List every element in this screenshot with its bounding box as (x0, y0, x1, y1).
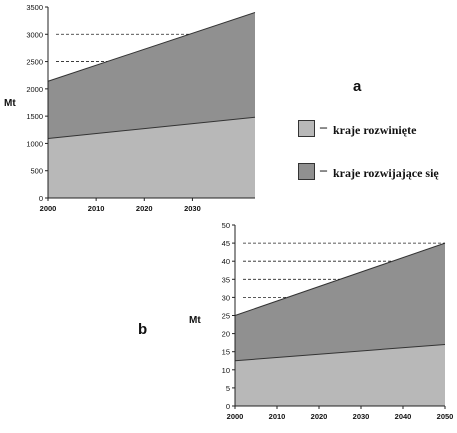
x-tick-label-a: 2010 (88, 204, 105, 213)
area-developed-a (48, 117, 255, 198)
y-tick-label-b: 5 (226, 384, 230, 393)
panel-label-b: b (138, 321, 148, 338)
line-developed-a (47, 116, 256, 140)
legend-label-developed: kraje rozwinięte (333, 123, 417, 137)
legend-dash-developed: – (320, 120, 327, 135)
y-tick-label-a: 3500 (26, 3, 43, 12)
x-tick-label-b: 2040 (395, 412, 412, 421)
y-axis-label-a: Mt (4, 98, 16, 109)
area-developing-b (235, 243, 445, 361)
y-tick-label-a: 2000 (26, 85, 43, 94)
y-tick-label-a: 0 (39, 194, 43, 203)
x-tick-label-a: 2030 (184, 204, 201, 213)
legend-swatch-developed (298, 120, 315, 137)
y-tick-label-b: 35 (222, 275, 230, 284)
y-tick-label-b: 25 (222, 312, 230, 321)
y-tick-label-a: 1000 (26, 139, 43, 148)
y-tick-label-b: 0 (226, 402, 230, 411)
legend-dash-developing: – (320, 163, 327, 178)
line-developed-b (234, 343, 446, 362)
y-tick-label-b: 30 (222, 293, 230, 302)
x-tick-label-b: 2050 (437, 412, 454, 421)
y-tick-label-b: 45 (222, 239, 230, 248)
x-tick-label-b: 2000 (227, 412, 244, 421)
y-tick-label-b: 20 (222, 330, 230, 339)
y-tick-label-b: 15 (222, 348, 230, 357)
area-developing-a (48, 12, 255, 139)
y-tick-label-a: 1500 (26, 112, 43, 121)
x-tick-label-a: 2020 (136, 204, 153, 213)
y-tick-label-b: 40 (222, 257, 230, 266)
y-tick-label-a: 3000 (26, 30, 43, 39)
panel-label-a: a (353, 78, 362, 95)
area-developed-b (235, 344, 445, 406)
legend-label-developing: kraje rozwijające się (333, 166, 439, 180)
legend-swatch-developing (298, 163, 315, 180)
x-tick-label-b: 2020 (311, 412, 328, 421)
y-tick-label-a: 500 (30, 167, 43, 176)
line-total-a (47, 11, 256, 82)
x-tick-label-b: 2030 (353, 412, 370, 421)
y-axis-label-b: Mt (189, 315, 201, 326)
y-tick-label-b: 50 (222, 221, 230, 230)
x-tick-label-a: 2000 (40, 204, 57, 213)
y-tick-label-a: 2500 (26, 58, 43, 67)
y-tick-label-b: 10 (222, 366, 230, 375)
x-tick-label-b: 2010 (269, 412, 286, 421)
